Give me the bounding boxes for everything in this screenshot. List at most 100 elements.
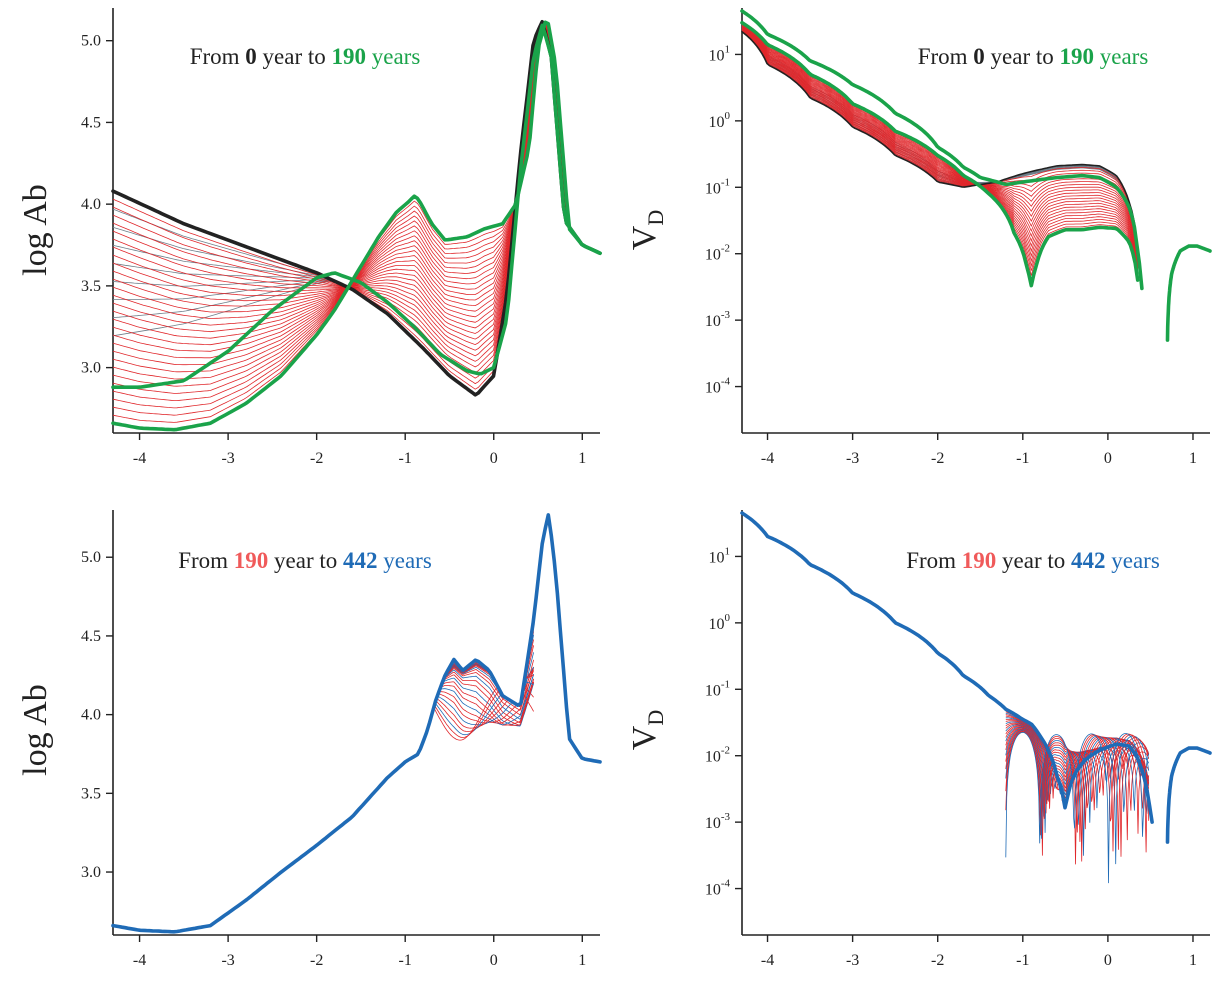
y-tick-label: 3.5 (81, 278, 101, 295)
red-curve (741, 25, 1139, 272)
thin-curve (1005, 727, 1150, 819)
y-tick-label: 10-3 (705, 309, 731, 330)
x-tick-label: -2 (310, 450, 323, 467)
x-tick-label: 0 (1104, 450, 1112, 467)
annotation: From 190 year to 442 years (906, 548, 1160, 573)
y-tick-label: 4.5 (81, 628, 101, 645)
y-tick-label: 5.0 (81, 549, 101, 566)
red-curve (741, 24, 1139, 274)
y-axis-label: log Ab (17, 684, 54, 776)
x-tick-label: -4 (133, 952, 146, 969)
red-curve (112, 23, 601, 394)
red-curve (112, 25, 601, 346)
y-axis-label: log Ab (17, 184, 54, 276)
y-tick-label: 3.5 (81, 785, 101, 802)
series-line-black-0 (111, 19, 602, 397)
thin-curve (1005, 729, 1150, 862)
x-tick-label: -1 (399, 952, 412, 969)
thin-curve (387, 675, 534, 778)
annotation: From 190 year to 442 years (178, 548, 432, 573)
x-tick-label: -1 (399, 450, 412, 467)
y-tick-label: 3.0 (81, 360, 101, 377)
panel-bottom-right: -4 -3 -2 -1 0 1 101 100 10-1 10-2 10-3 10-4 VD From 1… (626, 510, 1212, 969)
grey-curve (113, 20, 601, 395)
y-tick-label: 10-1 (705, 176, 730, 197)
grey-curve (112, 20, 601, 396)
thin-curve (1005, 728, 1150, 841)
x-tick-label: 0 (490, 952, 498, 969)
red-curve (112, 23, 601, 380)
y-tick-label: 10-4 (705, 878, 731, 899)
y-tick-label: 10-3 (705, 811, 731, 832)
red-curve (112, 24, 601, 373)
x-tick-label: -2 (931, 450, 944, 467)
y-tick-label: 3.0 (81, 864, 101, 881)
thin-curve (1005, 731, 1150, 852)
thin-curve (387, 639, 534, 778)
red-curve (112, 24, 601, 366)
red-curve (112, 25, 601, 352)
y-tick-label: 4.5 (81, 114, 101, 131)
red-curve (741, 27, 1139, 265)
x-tick-label: -4 (761, 952, 774, 969)
red-curve (741, 23, 1139, 276)
red-curve (741, 24, 1139, 275)
y-tick-label: 10-2 (705, 243, 730, 264)
red-curve (112, 22, 601, 373)
y-tick-label: 5.0 (81, 33, 101, 50)
y-axis-label: VD (626, 210, 668, 250)
thin-curve (1005, 731, 1150, 865)
y-tick-label: 10-2 (705, 745, 730, 766)
x-tick-label: -3 (221, 450, 234, 467)
y-axis-label: VD (626, 710, 668, 750)
x-tick-label: 1 (1189, 450, 1197, 467)
red-curve (741, 28, 1139, 263)
thin-curve (387, 677, 534, 778)
x-tick-label: -3 (846, 952, 859, 969)
panel-bottom-left: -4 -3 -2 -1 0 1 5.0 4.5 4.0 3.5 3.0 log Ab From 190 … (17, 510, 602, 969)
series-line-green-2 (111, 23, 602, 389)
y-tick-label: 101 (709, 545, 731, 566)
red-curve (741, 28, 1139, 262)
panel-top-right: -4 -3 -2 -1 0 1 101 100 10-1 10-2 10-3 10-4 VD From 0… (626, 8, 1212, 467)
thin-curve (1005, 728, 1150, 856)
x-tick-label: -2 (931, 952, 944, 969)
x-tick-label: -1 (1016, 952, 1029, 969)
red-curve (112, 24, 601, 346)
x-tick-label: -4 (133, 450, 146, 467)
grey-curve (112, 20, 601, 395)
thin-curve (387, 681, 534, 778)
y-tick-label: 100 (709, 110, 731, 131)
grey-curve (112, 20, 601, 395)
series-line-green-2 (740, 20, 1140, 288)
series-line-black-0 (741, 30, 1143, 290)
panel-top-left: -4 -3 -2 -1 0 1 5.0 4.5 4.0 3.5 3.0 log Ab From 0 ye… (17, 8, 602, 467)
grey-curve (112, 20, 601, 394)
red-curve (112, 20, 601, 390)
x-tick-label: 0 (490, 450, 498, 467)
curve-family (112, 20, 601, 423)
red-curve (112, 25, 601, 359)
red-curve (741, 23, 1139, 277)
red-curve (112, 22, 601, 416)
x-tick-label: 1 (578, 450, 586, 467)
x-tick-label: 1 (1189, 952, 1197, 969)
x-tick-label: -3 (846, 450, 859, 467)
annotation: From 0 year to 190 years (918, 44, 1149, 69)
curve-family (1005, 710, 1150, 884)
red-curve (741, 26, 1139, 269)
y-tick-label: 10-4 (705, 376, 731, 397)
y-tick-label: 101 (709, 43, 731, 64)
grey-curve (112, 20, 601, 395)
thin-curve (387, 681, 534, 778)
x-tick-label: 0 (1104, 952, 1112, 969)
x-tick-label: 1 (578, 952, 586, 969)
red-curve (741, 26, 1139, 268)
red-curve (741, 29, 1139, 260)
red-curve (741, 30, 1139, 257)
x-tick-label: -1 (1016, 450, 1029, 467)
red-curve (741, 29, 1139, 261)
x-tick-label: -4 (761, 450, 774, 467)
y-tick-label: 10-1 (705, 678, 730, 699)
